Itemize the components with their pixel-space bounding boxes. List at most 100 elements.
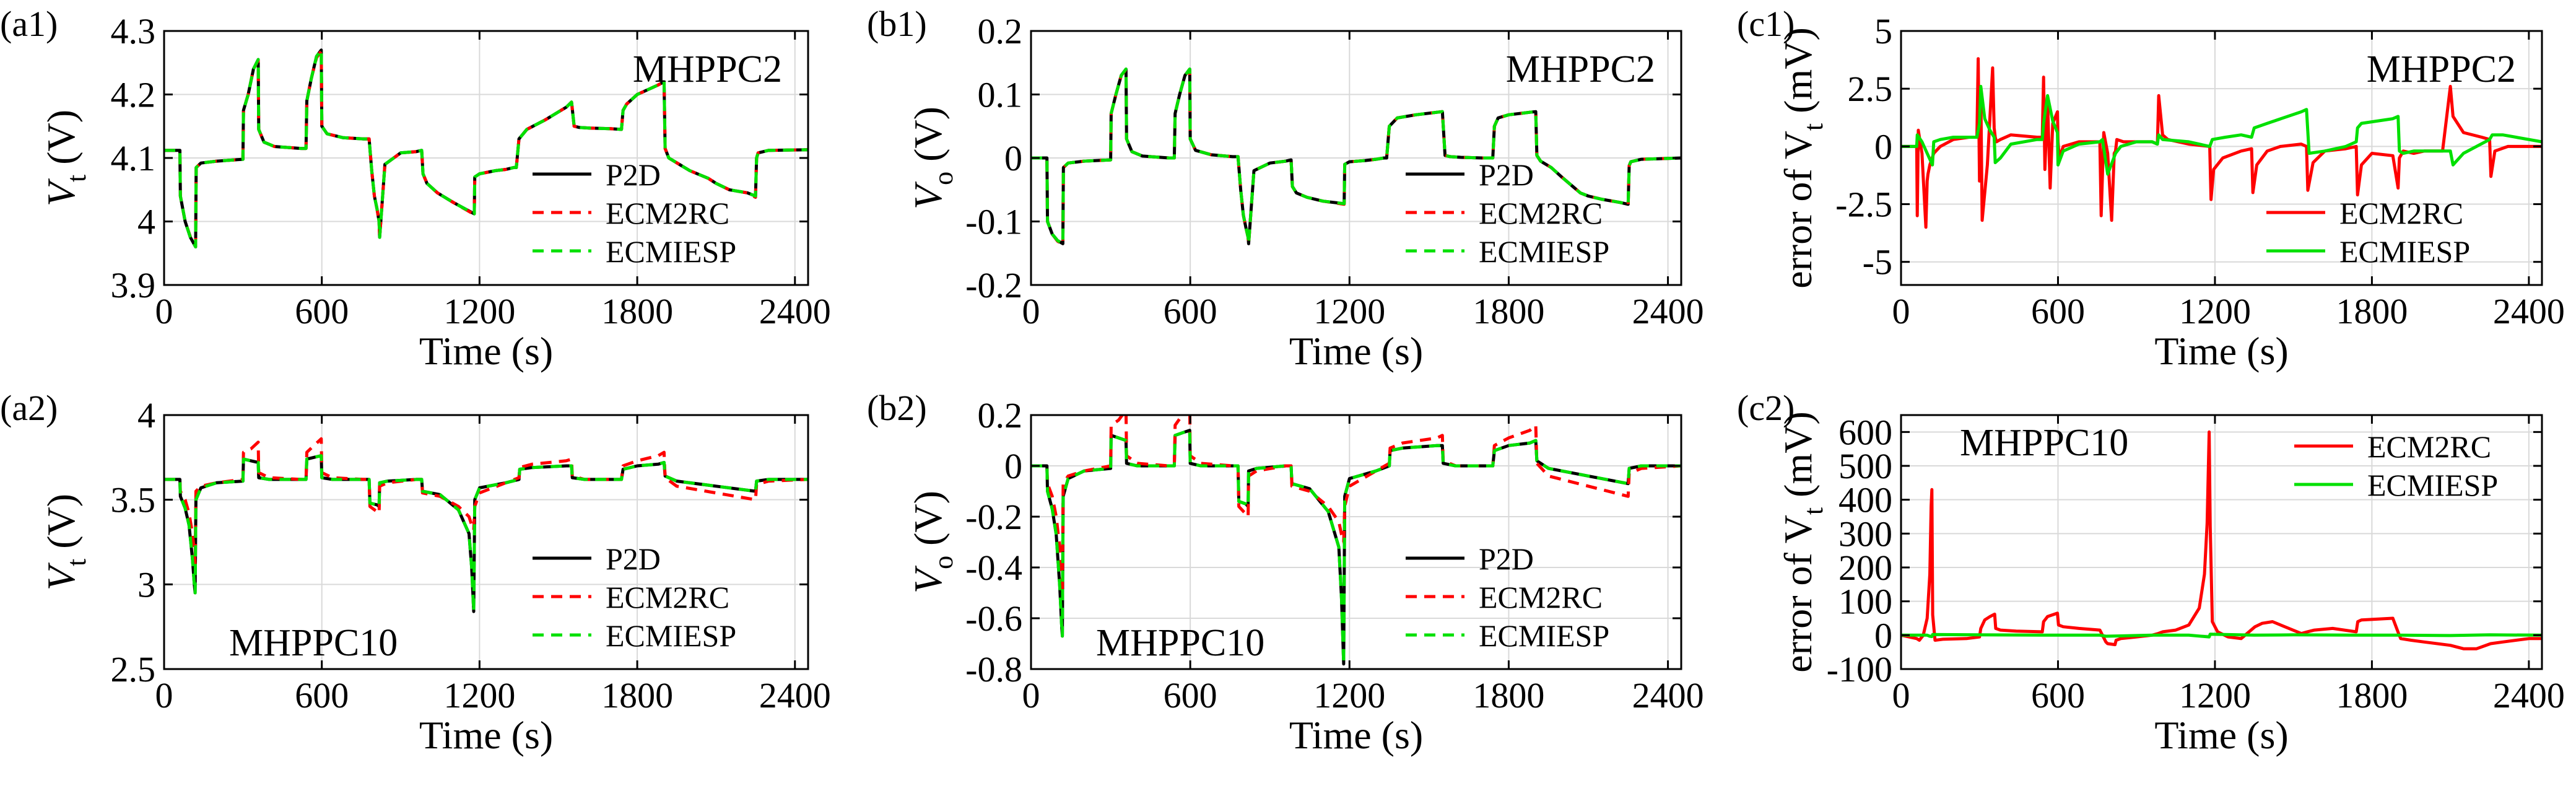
x-tick-label: 600 xyxy=(2031,675,2085,716)
x-tick-label: 2400 xyxy=(2493,675,2565,716)
y-tick-label: 200 xyxy=(1838,548,1892,588)
x-tick-label: 600 xyxy=(295,675,349,716)
y-tick-label: -0.2 xyxy=(965,497,1022,537)
x-tick-label: 600 xyxy=(295,291,349,331)
legend-label-p2d: P2D xyxy=(1479,541,1534,576)
axes-box xyxy=(163,414,809,670)
axes-box xyxy=(1030,414,1682,670)
legend-label-ecm2rc: ECM2RC xyxy=(2367,429,2491,464)
y-tick-label: 2.5 xyxy=(111,649,156,690)
x-tick-label: 0 xyxy=(1892,675,1910,716)
x-tick-label: 1800 xyxy=(1473,675,1544,716)
x-tick-label: 2400 xyxy=(1632,675,1704,716)
series-line-ecm2rc xyxy=(1031,415,1681,595)
y-label-unit: (mV) xyxy=(1776,411,1820,507)
chart-title: MHPPC2 xyxy=(633,48,782,90)
legend-label-ecmiesp: ECMIESP xyxy=(2339,234,2470,269)
panel-label: (a2) xyxy=(0,388,58,428)
series-line-ecmiesp xyxy=(1901,85,2542,176)
series-line-ecm2rc xyxy=(1901,430,2542,650)
y-tick-label: 4 xyxy=(137,395,155,436)
x-tick-label: 0 xyxy=(155,675,173,716)
x-tick-label: 2400 xyxy=(759,291,831,331)
y-tick-label: -0.2 xyxy=(965,265,1022,305)
x-tick-label: 1800 xyxy=(2336,291,2408,331)
y-tick-label: 0 xyxy=(1004,138,1022,178)
y-label-main: error of V xyxy=(1776,131,1820,289)
x-axis-label: Time (s) xyxy=(1289,329,1423,373)
y-label-subscript: t xyxy=(1798,123,1829,131)
series-line-ecmiesp xyxy=(1031,68,1681,245)
x-tick-label: 1800 xyxy=(601,291,673,331)
panel-label: (b2) xyxy=(867,388,927,428)
y-tick-label: 4.1 xyxy=(111,138,156,178)
y-tick-label: 600 xyxy=(1838,412,1892,452)
x-tick-label: 1200 xyxy=(443,291,515,331)
series-line-ecmiesp xyxy=(1031,429,1681,666)
axes-box xyxy=(1900,30,2543,286)
legend-label-p2d: P2D xyxy=(606,541,661,576)
legend-label-ecmiesp: ECMIESP xyxy=(2367,468,2498,502)
y-label-main: error of V xyxy=(1776,515,1820,673)
x-tick-label: 1800 xyxy=(1473,291,1544,331)
y-tick-label: -0.1 xyxy=(965,202,1022,242)
legend-label-ecmiesp: ECMIESP xyxy=(1479,618,1609,653)
series-group xyxy=(1901,430,2542,650)
y-axis-label: Vt (V) xyxy=(39,494,92,590)
y-tick-label: 5 xyxy=(1874,11,1892,51)
x-axis-label: Time (s) xyxy=(2154,713,2288,757)
panel-c1: 0 600 1200 1800 2400 -5 -2.5 0 2.5 5 Time (s) error… xyxy=(1737,4,2565,373)
x-tick-label: 1200 xyxy=(2179,675,2251,716)
x-tick-label: 2400 xyxy=(759,675,831,716)
y-tick-label: 4.2 xyxy=(111,75,156,115)
y-axis-label: error of Vt (mV) xyxy=(1776,27,1829,289)
series-group xyxy=(1901,57,2542,229)
y-tick-label: 0.2 xyxy=(978,11,1023,51)
y-label-subscript: t xyxy=(1798,507,1829,515)
legend-label-ecm2rc: ECM2RC xyxy=(606,196,729,230)
y-tick-label: -2.5 xyxy=(1835,185,1892,225)
panel-label: (b1) xyxy=(867,4,927,44)
x-tick-label: 1800 xyxy=(601,675,673,716)
y-label-main: V xyxy=(39,178,83,206)
x-tick-label: 0 xyxy=(1892,291,1910,331)
x-tick-label: 0 xyxy=(155,291,173,331)
x-tick-label: 1200 xyxy=(1313,291,1385,331)
x-tick-label: 600 xyxy=(1164,291,1217,331)
y-axis-label: Vo (V) xyxy=(906,491,959,593)
y-tick-label: 3.5 xyxy=(111,480,156,520)
y-label-unit: (V) xyxy=(39,110,83,175)
y-tick-label: 300 xyxy=(1838,514,1892,554)
x-axis-label: Time (s) xyxy=(419,713,553,757)
series-line-ecmiesp xyxy=(1901,633,2542,639)
y-tick-label: 400 xyxy=(1838,480,1892,520)
series-line-ecmiesp xyxy=(164,48,808,248)
chart-title: MHPPC10 xyxy=(1960,422,2128,464)
panel-b1: 0 600 1200 1800 2400 -0.2 -0.1 0 0.1 0.2 Time (s) V… xyxy=(867,4,1704,373)
y-label-subscript: o xyxy=(928,556,959,569)
y-tick-label: -100 xyxy=(1827,649,1892,690)
y-axis-label: Vt (V) xyxy=(39,110,92,206)
legend: ECM2RC ECMIESP xyxy=(2266,196,2470,269)
panel-a2: 0 600 1200 1800 2400 2.5 3 3.5 4 Time (s) Vt (V) (a… xyxy=(0,388,831,757)
series-group xyxy=(164,437,808,613)
x-tick-label: 1800 xyxy=(2336,675,2408,716)
y-label-main: V xyxy=(906,181,950,209)
y-label-main: V xyxy=(906,565,950,593)
y-tick-label: 100 xyxy=(1838,582,1892,622)
legend-label-ecm2rc: ECM2RC xyxy=(1479,196,1603,230)
chart-title: MHPPC10 xyxy=(229,622,398,664)
chart-title: MHPPC2 xyxy=(1506,48,1655,90)
y-label-subscript: t xyxy=(61,559,92,566)
series-group xyxy=(1031,68,1681,246)
legend-label-ecm2rc: ECM2RC xyxy=(1479,580,1603,615)
legend-label-p2d: P2D xyxy=(1479,157,1534,192)
panel-b2: 0 600 1200 1800 2400 -0.8 -0.6 -0.4 -0.2 0 0.2 Time… xyxy=(867,388,1704,757)
panel-label: (a1) xyxy=(0,4,58,44)
y-label-unit: (V) xyxy=(906,107,950,172)
x-tick-label: 600 xyxy=(2031,291,2085,331)
x-axis-label: Time (s) xyxy=(419,329,553,373)
x-tick-label: 0 xyxy=(1022,675,1040,716)
